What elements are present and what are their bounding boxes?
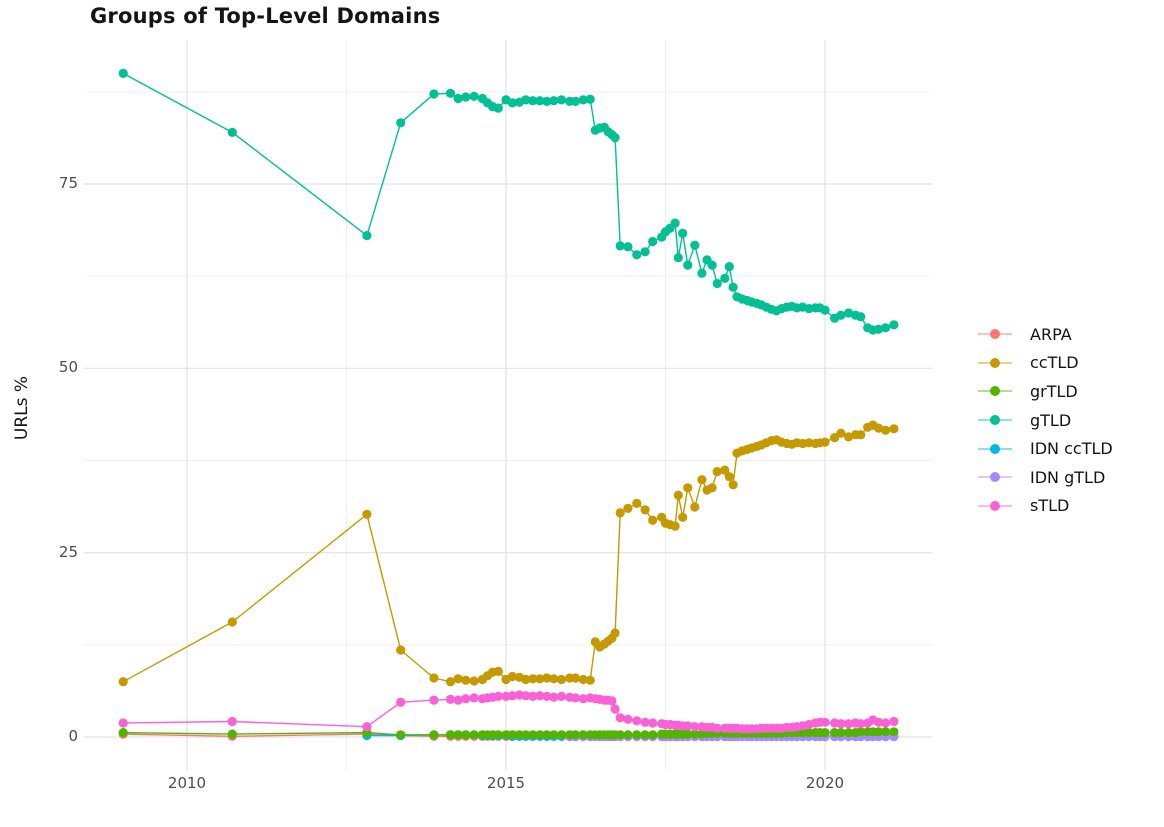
- legend-label: ccTLD: [1030, 353, 1079, 373]
- legend-item-cctld: ccTLD: [978, 349, 1113, 378]
- legend-key-icon: [978, 327, 1012, 341]
- legend-item-arpa: ARPA: [978, 320, 1113, 349]
- legend-item-idn-gtld: IDN gTLD: [978, 463, 1113, 492]
- y-tick-label: 25: [58, 542, 78, 561]
- legend-label: gTLD: [1030, 410, 1072, 430]
- grid-major: [84, 40, 932, 770]
- x-tick-label: 2020: [805, 774, 845, 792]
- legend-key-icon: [978, 442, 1012, 456]
- legend-item-gtld: gTLD: [978, 406, 1113, 435]
- legend-label: grTLD: [1030, 381, 1078, 401]
- y-tick-label: 50: [58, 358, 78, 377]
- legend: ARPA ccTLD grTLD gTLD IDN ccTLD IDN gTLD…: [978, 320, 1113, 520]
- legend-label: ARPA: [1030, 324, 1072, 344]
- x-tick-label: 2015: [486, 774, 526, 792]
- legend-key-icon: [978, 384, 1012, 398]
- legend-key-icon: [978, 499, 1012, 513]
- legend-item-grtld: grTLD: [978, 377, 1113, 406]
- legend-key-icon: [978, 413, 1012, 427]
- series-cctld: [118, 420, 899, 687]
- legend-label: sTLD: [1030, 496, 1070, 516]
- legend-key-icon: [978, 470, 1012, 484]
- legend-key-icon: [978, 356, 1012, 370]
- x-tick-label: 2010: [167, 774, 207, 792]
- y-tick-label: 75: [58, 174, 78, 192]
- grid-minor: [84, 40, 932, 770]
- legend-label: IDN ccTLD: [1030, 439, 1113, 459]
- chart-title: Groups of Top-Level Domains: [90, 4, 441, 28]
- legend-item-stld: sTLD: [978, 492, 1113, 521]
- legend-item-idn-cctld: IDN ccTLD: [978, 434, 1113, 463]
- series-gtld: [118, 68, 899, 335]
- series-stld: [118, 690, 899, 734]
- y-tick-label: 0: [68, 727, 78, 745]
- y-axis-title: URLs %: [12, 375, 32, 441]
- legend-label: IDN gTLD: [1030, 467, 1106, 487]
